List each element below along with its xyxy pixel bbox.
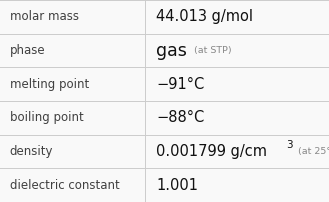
Text: −91°C: −91°C [156, 77, 205, 92]
Text: (at STP): (at STP) [194, 46, 232, 55]
Text: gas: gas [156, 41, 187, 60]
Text: −88°C: −88°C [156, 110, 205, 125]
Text: phase: phase [10, 44, 45, 57]
Text: density: density [10, 145, 53, 158]
Text: 3: 3 [286, 140, 293, 150]
Text: (at 25°C): (at 25°C) [298, 147, 329, 156]
Text: melting point: melting point [10, 78, 89, 91]
Text: dielectric constant: dielectric constant [10, 179, 120, 192]
Text: 1.001: 1.001 [156, 178, 198, 193]
Text: 0.001799 g/cm: 0.001799 g/cm [156, 144, 267, 159]
Text: molar mass: molar mass [10, 10, 79, 23]
Text: 44.013 g/mol: 44.013 g/mol [156, 9, 253, 24]
Text: boiling point: boiling point [10, 111, 84, 124]
